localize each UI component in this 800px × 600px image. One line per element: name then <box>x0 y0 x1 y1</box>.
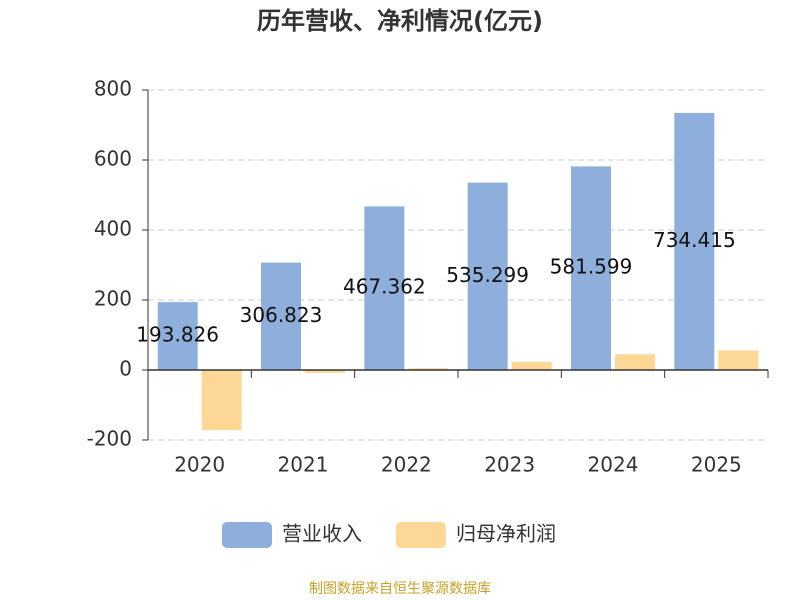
data-label: 535.299 <box>446 263 529 287</box>
data-label: 467.362 <box>343 275 426 299</box>
x-tick-label: 2021 <box>278 453 329 477</box>
legend-label: 归母净利润 <box>456 522 556 546</box>
bar <box>674 112 715 371</box>
bar <box>718 350 759 370</box>
data-label: 306.823 <box>240 303 323 327</box>
data-label: 193.826 <box>136 323 219 347</box>
y-tick-label: 0 <box>119 357 132 381</box>
bar <box>261 262 301 370</box>
bar <box>571 166 611 370</box>
bar <box>511 361 552 370</box>
bar <box>408 368 449 370</box>
x-tick-label: 2022 <box>381 453 432 477</box>
chart-title: 历年营收、净利情况(亿元) <box>257 7 543 35</box>
legend-label: 营业收入 <box>282 522 362 546</box>
bar <box>364 206 405 370</box>
bar <box>467 182 508 370</box>
source-note: 制图数据来自恒生聚源数据库 <box>309 581 491 597</box>
y-tick-label: 800 <box>94 77 132 101</box>
data-label: 734.415 <box>653 228 736 252</box>
legend-swatch <box>396 522 446 548</box>
bar <box>201 370 242 431</box>
x-tick-label: 2025 <box>691 453 742 477</box>
y-tick-label: 200 <box>94 287 132 311</box>
y-tick-label: 600 <box>94 147 132 171</box>
legend-swatch <box>222 522 272 548</box>
x-tick-label: 2024 <box>588 453 639 477</box>
y-tick-label: 400 <box>94 217 132 241</box>
y-tick-label: -200 <box>87 427 132 451</box>
x-tick-label: 2020 <box>174 453 225 477</box>
bar <box>615 354 655 370</box>
x-tick-label: 2023 <box>484 453 535 477</box>
data-label: 581.599 <box>550 255 633 279</box>
bar <box>157 302 198 370</box>
bar <box>305 370 345 373</box>
